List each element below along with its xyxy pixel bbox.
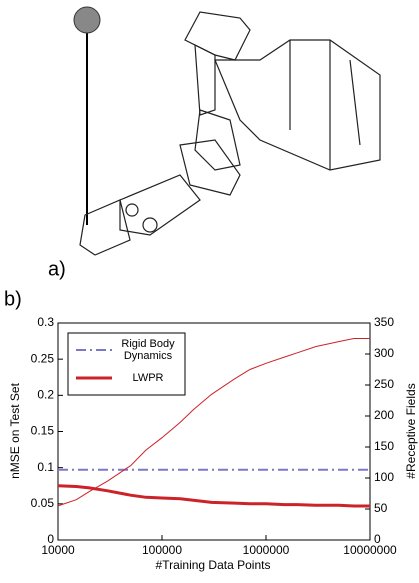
y-tick-label: 0.2 — [37, 388, 54, 402]
robot-drawing — [73, 6, 381, 256]
x-axis-label: #Training Data Points — [156, 558, 271, 572]
y-tick-label: 0.1 — [37, 460, 54, 474]
y2-tick-label: 100 — [374, 470, 394, 484]
legend-entry: LWPR — [132, 372, 164, 384]
y-tick-label: 0 — [47, 532, 54, 546]
y2-tick-label: 150 — [374, 439, 394, 453]
y2-tick-label: 350 — [374, 315, 394, 329]
y-tick-label: 0.15 — [31, 424, 55, 438]
panel-label: b) — [4, 288, 22, 310]
legend — [67, 332, 186, 396]
y2-axis-label: #Receptive Fields — [404, 383, 418, 478]
x-tick-label: 10000000 — [343, 543, 397, 557]
y-axis-label: nMSE on Test Set — [8, 382, 22, 478]
x-tick-label: 10000 — [41, 543, 75, 557]
y-tick-label: 0.05 — [31, 496, 55, 510]
legend-entry: Rigid Body Dynamics — [121, 338, 175, 362]
y-tick-label: 0.3 — [37, 315, 54, 329]
y-tick-label: 0.25 — [31, 351, 55, 365]
series-line — [57, 338, 370, 507]
x-tick-label: 100000 — [142, 543, 182, 557]
panel-label: a) — [48, 258, 66, 280]
legend-label: Rigid Body Dynamics — [121, 338, 175, 362]
x-tick-label: 1000000 — [243, 543, 290, 557]
y2-tick-label: 250 — [374, 377, 394, 391]
legend-label: LWPR — [132, 372, 164, 384]
y2-tick-label: 0 — [374, 532, 381, 546]
series-line — [57, 484, 370, 508]
y2-tick-label: 300 — [374, 346, 394, 360]
y2-tick-label: 50 — [374, 501, 388, 515]
y2-tick-label: 200 — [374, 408, 394, 422]
